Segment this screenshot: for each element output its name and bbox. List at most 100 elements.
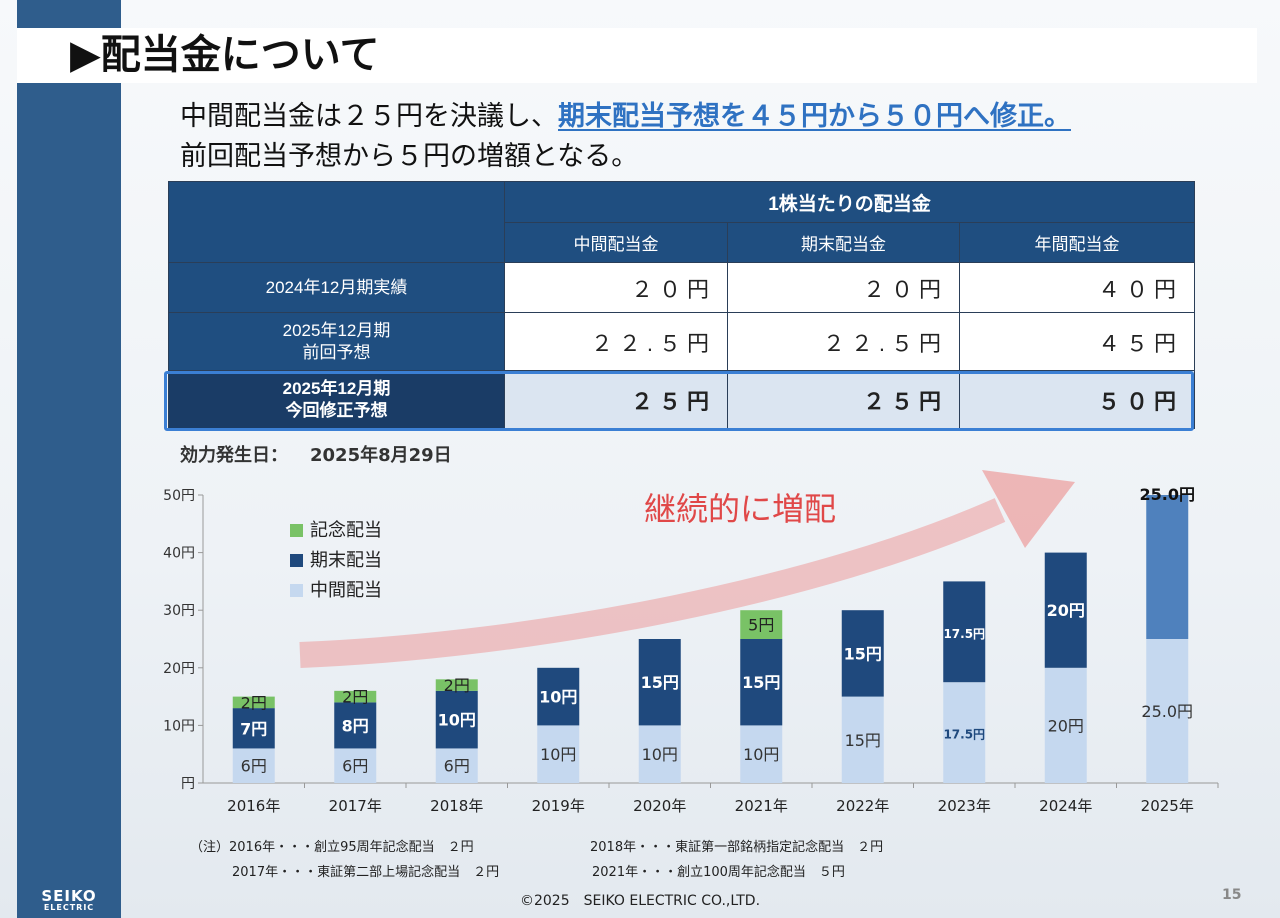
- title-band: [17, 28, 1257, 83]
- bar-segment: [1146, 639, 1189, 783]
- table-cell: ２２.５円: [727, 312, 960, 371]
- data-label: 10円: [743, 745, 779, 764]
- chart-axes: 円 10円 20円 30円 40円 50円 2016年 2017年 2018年 2019年 2020…: [163, 488, 1219, 815]
- table-row: 2024年12月期実績 ２０円 ２０円 ４０円: [168, 262, 1196, 313]
- logo-line-1: SEIKO: [41, 887, 97, 905]
- data-label: 6円: [342, 757, 368, 776]
- data-label: 6円: [241, 757, 267, 776]
- bar-segment: [740, 639, 783, 726]
- x-tick-label: 2022年: [836, 797, 889, 815]
- y-tick-label: 40円: [163, 546, 195, 562]
- data-label: 25.0円: [1140, 485, 1195, 504]
- logo-line-2: ELECTRIC: [43, 903, 95, 912]
- row-label-line: 前回予想: [302, 342, 371, 362]
- data-label: 5円: [748, 616, 774, 635]
- data-label: 20円: [1047, 601, 1085, 620]
- data-label: 10円: [438, 711, 476, 730]
- bar-segment: [1044, 667, 1087, 783]
- bar-segment: [943, 682, 986, 783]
- table-cell: ２５円: [727, 370, 960, 429]
- effective-date-value: 2025年8月29日: [310, 445, 452, 466]
- table-row: 2025年12月期 前回予想 ２２.５円 ２２.５円 ４５円: [168, 312, 1196, 371]
- row-label: 2025年12月期 今回修正予想: [168, 370, 505, 429]
- bar-segment: [232, 708, 275, 749]
- growth-arrow-head: [982, 470, 1075, 548]
- x-tick-label: 2019年: [532, 797, 585, 815]
- x-tick-label: 2020年: [633, 797, 686, 815]
- y-tick-label: 円: [181, 776, 195, 792]
- data-label: 2円: [342, 688, 368, 707]
- bar-segment: [1146, 495, 1189, 639]
- data-label: 8円: [342, 716, 369, 735]
- row-label: 2024年12月期実績: [168, 262, 505, 313]
- table-cell: ２５円: [504, 370, 728, 429]
- data-label: 15円: [742, 673, 780, 692]
- row-label: 2025年12月期 前回予想: [168, 312, 505, 371]
- x-tick-label: 2023年: [938, 797, 991, 815]
- effective-date: 効力発生日： 2025年8月29日: [180, 441, 452, 467]
- seiko-electric-logo: SEIKO ELECTRIC: [21, 889, 117, 912]
- column-header: 年間配当金: [958, 222, 1196, 263]
- data-label: 17.5円: [943, 728, 985, 742]
- growth-caption: 継続的に増配: [644, 490, 836, 528]
- row-label-line: 今回修正予想: [285, 400, 388, 420]
- table-row-highlighted: 2025年12月期 今回修正予想 ２５円 ２５円 ５０円: [168, 370, 1196, 429]
- data-label: 25.0円: [1141, 702, 1193, 721]
- note-2016: （注）2016年・・・創立95周年記念配当 ２円: [190, 840, 474, 855]
- effective-date-label: 効力発生日：: [180, 445, 288, 466]
- bar-segment: [537, 725, 580, 783]
- lead-line-1: 中間配当金は２５円を決議し、期末配当予想を４５円から５０円へ修正。: [180, 94, 1071, 133]
- table-cell: ４５円: [958, 312, 1196, 371]
- note-2021: 2021年・・・創立100周年記念配当 ５円: [592, 865, 845, 880]
- data-label: 6円: [444, 757, 470, 776]
- bar-segment: [435, 679, 478, 691]
- note-2018: 2018年・・・東証第一部銘柄指定記念配当 ２円: [590, 840, 884, 855]
- page-number: 15: [1222, 887, 1242, 903]
- bar-segment: [841, 696, 884, 783]
- row-label-line: 2025年12月期: [282, 321, 391, 341]
- column-header: 期末配当金: [727, 222, 960, 263]
- growth-arrow-shaft: [299, 498, 1006, 668]
- bar-segment: [334, 690, 377, 703]
- y-tick-label: 20円: [163, 661, 195, 677]
- bar-segment: [334, 702, 377, 749]
- legend-swatch: [290, 584, 303, 597]
- y-tick-label: 10円: [163, 718, 195, 734]
- data-label: 10円: [642, 745, 678, 764]
- data-label: 2円: [444, 676, 470, 695]
- table-cell: ５０円: [958, 370, 1196, 429]
- data-label: 15円: [845, 731, 881, 750]
- lead-line-2: 前回配当予想から５円の増額となる。: [180, 141, 639, 172]
- x-tick-label: 2018年: [430, 797, 483, 815]
- data-label: 20円: [1048, 716, 1084, 735]
- data-label: 2円: [241, 693, 267, 712]
- lead-highlight: 期末配当予想を４５円から５０円へ修正。: [558, 101, 1071, 132]
- x-tick-label: 2016年: [227, 797, 280, 815]
- bar-segment: [740, 725, 783, 783]
- data-label: 15円: [844, 644, 882, 663]
- data-label: 15円: [641, 673, 679, 692]
- table-corner: [168, 181, 505, 263]
- lead-text: 中間配当金は２５円を決議し、: [180, 101, 558, 132]
- legend-label: 期末配当: [310, 550, 382, 571]
- table-cell: ４０円: [958, 262, 1196, 313]
- legend-label: 記念配当: [310, 519, 382, 541]
- table-cell: ２０円: [504, 262, 728, 313]
- legend-label: 中間配当: [310, 580, 382, 601]
- page-title: ▶配当金について: [70, 32, 380, 78]
- x-tick-label: 2024年: [1039, 797, 1092, 815]
- row-label-line: 2025年12月期: [282, 379, 391, 399]
- bar-segment: [638, 639, 681, 726]
- y-tick-label: 30円: [163, 603, 195, 619]
- bar-segment: [435, 748, 478, 783]
- x-tick-label: 2025年: [1141, 797, 1194, 815]
- note-2017: 2017年・・・東証第二部上場記念配当 ２円: [232, 865, 500, 880]
- left-accent-bar: [17, 0, 121, 918]
- bar-segment: [638, 725, 681, 783]
- footer-copyright: ©2025 SEIKO ELECTRIC CO.,LTD.: [519, 893, 761, 909]
- y-tick-label: 50円: [163, 488, 195, 504]
- bar-segment: [232, 696, 275, 709]
- data-label: 10円: [540, 745, 576, 764]
- bar-segment: [334, 748, 377, 783]
